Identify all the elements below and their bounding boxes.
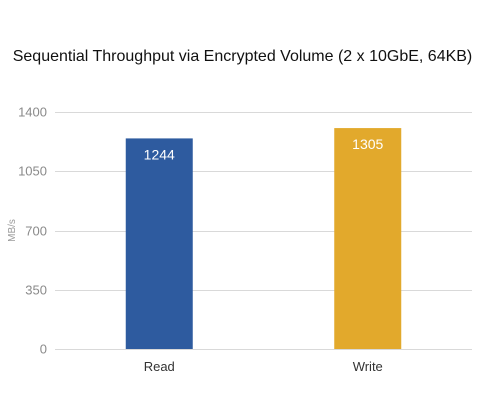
chart-title: Sequential Throughput via Encrypted Volu… [12, 48, 473, 65]
data-label: 1305 [352, 136, 383, 152]
data-label: 1244 [144, 146, 175, 162]
bar-read [125, 138, 193, 349]
y-tick-label: 700 [25, 224, 47, 239]
y-tick-label: 0 [40, 342, 47, 357]
y-axis-title: MB/s [7, 219, 18, 242]
bar-write [334, 128, 402, 349]
y-tick-label: 1050 [18, 164, 47, 179]
y-tick-label: 1400 [18, 105, 47, 120]
y-tick-label: 350 [25, 283, 47, 298]
x-category-label: Read [144, 359, 175, 374]
x-category-label: Write [353, 359, 383, 374]
